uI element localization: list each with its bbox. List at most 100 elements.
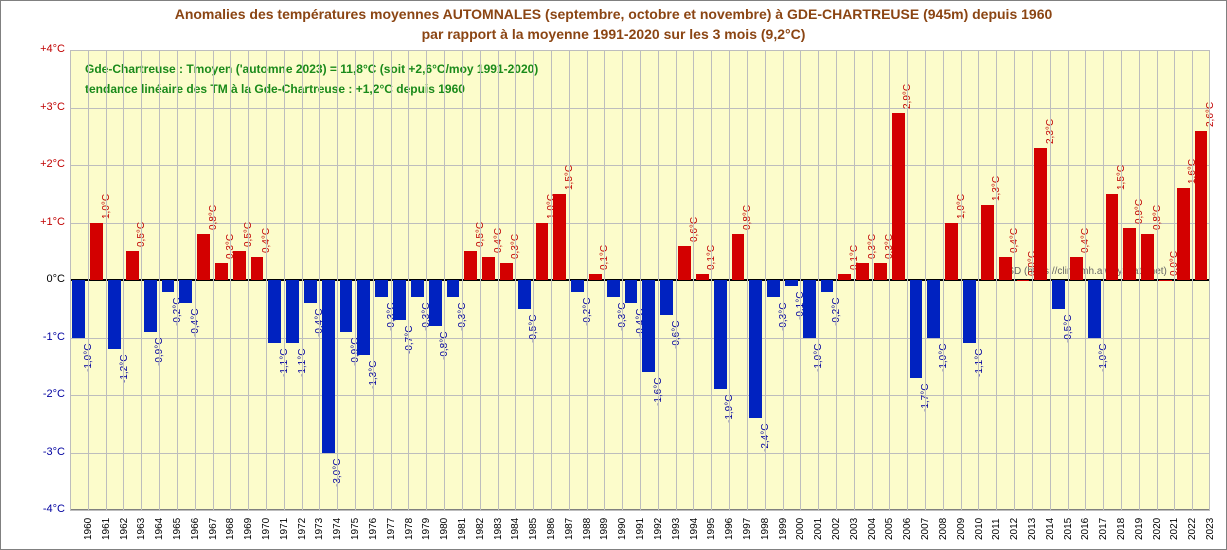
x-tick-label: 2001 xyxy=(813,518,824,540)
bar xyxy=(625,280,638,303)
x-tick-label: 2012 xyxy=(1009,518,1020,540)
x-tick-label: 2016 xyxy=(1080,518,1091,540)
grid-line-v xyxy=(587,50,588,510)
x-tick-label: 1990 xyxy=(617,518,628,540)
x-tick-label: 1994 xyxy=(689,518,700,540)
grid-line-v xyxy=(569,50,570,510)
bar xyxy=(838,274,851,280)
x-tick-label: 2008 xyxy=(938,518,949,540)
bar-value-label: 2,6°C xyxy=(1205,101,1216,126)
x-tick-label: 2014 xyxy=(1045,518,1056,540)
x-tick-label: 2003 xyxy=(849,518,860,540)
x-tick-label: 1963 xyxy=(136,518,147,540)
bar xyxy=(536,223,549,281)
x-tick-label: 1992 xyxy=(653,518,664,540)
bar xyxy=(357,280,370,355)
grid-line-v xyxy=(711,50,712,510)
grid-line-v xyxy=(961,50,962,510)
bar xyxy=(1017,280,1030,281)
x-tick-label: 1962 xyxy=(119,518,130,540)
grid-line-v xyxy=(622,50,623,510)
bar xyxy=(553,194,566,280)
x-tick-label: 2011 xyxy=(991,518,1002,540)
bar xyxy=(607,280,620,297)
grid-line-v xyxy=(373,50,374,510)
grid-line-v xyxy=(462,50,463,510)
bar xyxy=(429,280,442,326)
grid-line-v xyxy=(88,50,89,510)
x-tick-label: 1978 xyxy=(404,518,415,540)
grid-line-v xyxy=(747,50,748,510)
bar xyxy=(803,280,816,338)
x-tick-label: 1960 xyxy=(83,518,94,540)
bar xyxy=(411,280,424,297)
bar xyxy=(482,257,495,280)
grid-line-v xyxy=(266,50,267,510)
grid-line-v xyxy=(123,50,124,510)
bar xyxy=(1195,131,1208,281)
grid-line-v xyxy=(319,50,320,510)
grid-line-v xyxy=(1174,50,1175,510)
grid-line-v xyxy=(355,50,356,510)
x-tick-label: 2002 xyxy=(831,518,842,540)
grid-line-v xyxy=(551,50,552,510)
x-tick-label: 2007 xyxy=(920,518,931,540)
annotation-summary: Gde-Chartreuse : Tmoyen ('automne 2023) … xyxy=(85,62,538,76)
grid-line-v xyxy=(195,50,196,510)
chart-subtitle: par rapport à la moyenne 1991-2020 sur l… xyxy=(0,26,1227,42)
grid-line-v xyxy=(106,50,107,510)
x-tick-label: 1976 xyxy=(368,518,379,540)
grid-line-v xyxy=(213,50,214,510)
y-tick-label: +1°C xyxy=(10,216,65,228)
x-tick-label: 2022 xyxy=(1187,518,1198,540)
x-tick-label: 2000 xyxy=(795,518,806,540)
x-tick-label: 1998 xyxy=(760,518,771,540)
x-tick-label: 2021 xyxy=(1169,518,1180,540)
x-tick-label: 1968 xyxy=(225,518,236,540)
x-tick-label: 1993 xyxy=(671,518,682,540)
bar xyxy=(678,246,691,281)
bar xyxy=(714,280,727,389)
x-tick-label: 1989 xyxy=(599,518,610,540)
x-tick-label: 1985 xyxy=(528,518,539,540)
grid-line-v xyxy=(765,50,766,510)
x-tick-label: 1988 xyxy=(582,518,593,540)
bar xyxy=(162,280,175,292)
bar xyxy=(518,280,531,309)
bar xyxy=(393,280,406,320)
x-tick-label: 1987 xyxy=(564,518,575,540)
bar xyxy=(251,257,264,280)
x-tick-label: 2018 xyxy=(1116,518,1127,540)
x-tick-label: 1966 xyxy=(190,518,201,540)
x-tick-label: 1964 xyxy=(154,518,165,540)
grid-line-v xyxy=(284,50,285,510)
grid-line-v xyxy=(1121,50,1122,510)
bar xyxy=(856,263,869,280)
grid-line-v xyxy=(836,50,837,510)
grid-line-v xyxy=(230,50,231,510)
chart-title: Anomalies des températures moyennes AUTO… xyxy=(0,6,1227,22)
bar xyxy=(981,205,994,280)
x-tick-label: 1973 xyxy=(314,518,325,540)
grid-line-v xyxy=(1209,50,1210,510)
bar xyxy=(571,280,584,292)
x-tick-label: 1969 xyxy=(243,518,254,540)
grid-line-v xyxy=(70,50,71,510)
bar xyxy=(322,280,335,453)
grid-line-v xyxy=(391,50,392,510)
x-tick-label: 2017 xyxy=(1098,518,1109,540)
x-tick-label: 1980 xyxy=(439,518,450,540)
bar xyxy=(892,113,905,280)
bar xyxy=(447,280,460,297)
bar xyxy=(197,234,210,280)
x-tick-label: 1982 xyxy=(475,518,486,540)
bar xyxy=(179,280,192,303)
bar xyxy=(72,280,85,338)
grid-line-v xyxy=(408,50,409,510)
grid-line-v xyxy=(248,50,249,510)
bar xyxy=(215,263,228,280)
bar xyxy=(1141,234,1154,280)
x-tick-label: 1970 xyxy=(261,518,272,540)
grid-line-v xyxy=(925,50,926,510)
bar xyxy=(108,280,121,349)
